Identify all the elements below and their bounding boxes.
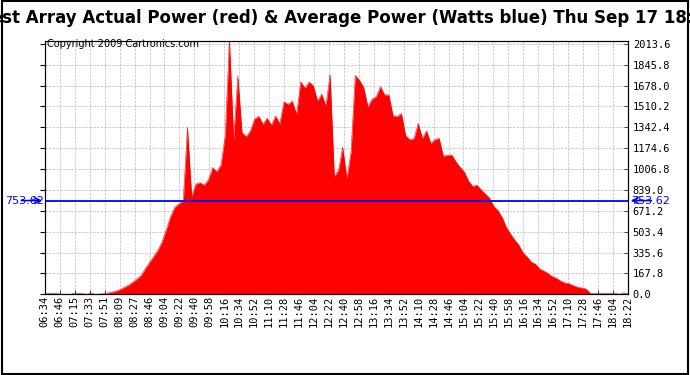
Text: West Array Actual Power (red) & Average Power (Watts blue) Thu Sep 17 18:54: West Array Actual Power (red) & Average … bbox=[0, 9, 690, 27]
Text: Copyright 2009 Cartronics.com: Copyright 2009 Cartronics.com bbox=[47, 39, 199, 50]
Text: 753.62: 753.62 bbox=[631, 196, 670, 206]
Text: 753.62: 753.62 bbox=[6, 196, 44, 206]
